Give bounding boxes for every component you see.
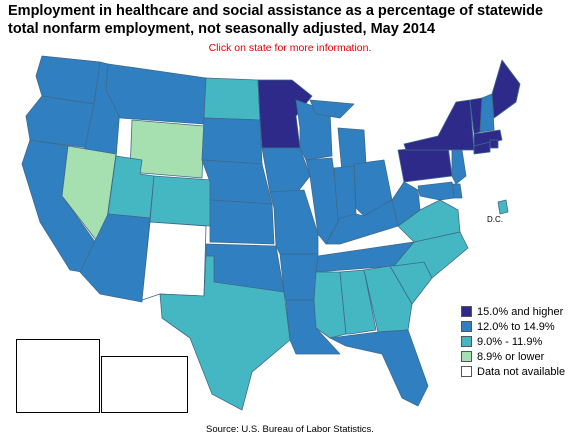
state-dc[interactable]: [497, 199, 509, 215]
legend-item-2: 12.0% to 14.9%: [461, 319, 565, 334]
state-wv[interactable]: [391, 181, 421, 227]
state-nh[interactable]: [479, 93, 495, 133]
state-me[interactable]: [491, 59, 521, 119]
legend-item-4: 8.9% or lower: [461, 349, 565, 364]
state-pa[interactable]: [397, 145, 453, 183]
state-ri[interactable]: [489, 139, 499, 149]
state-mn[interactable]: [257, 79, 313, 149]
state-ne[interactable]: [201, 159, 273, 205]
state-wy[interactable]: [129, 119, 205, 179]
state-ar[interactable]: [279, 253, 319, 301]
state-ky[interactable]: [325, 199, 399, 245]
legend-label-2: 12.0% to 14.9%: [477, 320, 555, 333]
state-ks[interactable]: [209, 199, 275, 245]
hawaii-inset-frame: [101, 356, 188, 413]
legend-label-5: Data not available: [477, 365, 566, 378]
legend-swatch-2: [461, 321, 472, 332]
state-co[interactable]: [149, 175, 213, 227]
legend: 15.0% and higher 12.0% to 14.9% 9.0% - 1…: [461, 304, 565, 379]
legend-label-4: 8.9% or lower: [477, 350, 545, 363]
legend-item-3: 9.0% - 11.9%: [461, 334, 565, 349]
state-sd[interactable]: [201, 117, 263, 165]
state-md[interactable]: [417, 181, 455, 201]
state-az[interactable]: [79, 213, 151, 303]
map-title: Employment in healthcare and social assi…: [8, 3, 544, 37]
state-mt[interactable]: [105, 63, 207, 125]
legend-swatch-3: [461, 336, 472, 347]
state-ct[interactable]: [473, 141, 491, 155]
state-nm[interactable]: [141, 221, 207, 301]
state-ga[interactable]: [363, 265, 413, 333]
legend-swatch-4: [461, 351, 472, 362]
state-ma[interactable]: [473, 129, 503, 147]
dc-label: D.C.: [487, 215, 503, 224]
state-ny[interactable]: [403, 99, 475, 151]
state-ia[interactable]: [261, 147, 311, 195]
state-al[interactable]: [339, 269, 377, 335]
legend-label-1: 15.0% and higher: [477, 305, 564, 318]
state-mo[interactable]: [269, 189, 319, 255]
state-fl[interactable]: [329, 329, 429, 407]
state-nd[interactable]: [203, 77, 261, 121]
state-in[interactable]: [333, 165, 357, 223]
state-or[interactable]: [25, 95, 95, 149]
legend-swatch-1: [461, 306, 472, 317]
state-nj[interactable]: [451, 149, 467, 185]
legend-label-3: 9.0% - 11.9%: [477, 335, 543, 348]
source-note: Source: U.S. Bureau of Labor Statistics.: [206, 424, 374, 435]
legend-item-1: 15.0% and higher: [461, 304, 565, 319]
alaska-inset-frame: [16, 339, 100, 413]
legend-item-5: Data not available: [461, 364, 565, 379]
legend-swatch-5: [461, 366, 472, 377]
click-instruction[interactable]: Click on state for more information.: [208, 42, 372, 54]
